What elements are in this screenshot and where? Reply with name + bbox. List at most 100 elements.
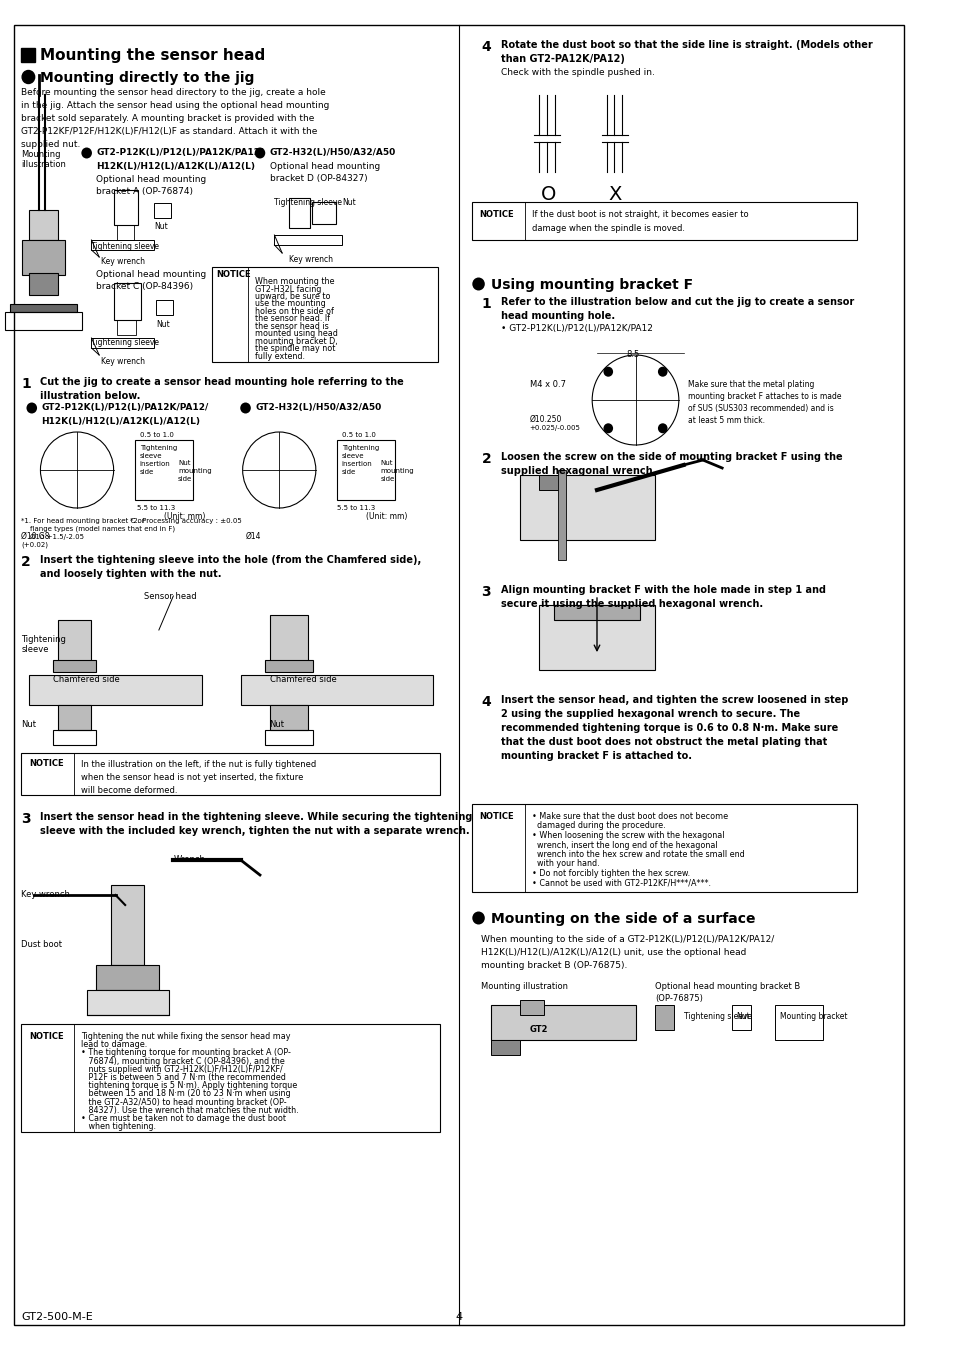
Text: • When loosening the screw with the hexagonal: • When loosening the screw with the hexa…	[531, 832, 723, 840]
Bar	[472, 202, 856, 240]
Text: Make sure that the metal plating: Make sure that the metal plating	[688, 379, 814, 389]
Bar	[270, 705, 308, 730]
Text: Using mounting bracket F: Using mounting bracket F	[491, 278, 693, 292]
Text: when the sensor head is not yet inserted, the fixture: when the sensor head is not yet inserted…	[81, 774, 303, 782]
Text: Tightening: Tightening	[341, 446, 378, 451]
Text: • Do not forcibly tighten the hex screw.: • Do not forcibly tighten the hex screw.	[531, 869, 689, 878]
Text: Tightening sleeve: Tightening sleeve	[91, 242, 159, 251]
Text: 2: 2	[21, 555, 30, 568]
Text: bracket D (OP-84327): bracket D (OP-84327)	[270, 174, 367, 184]
Text: side: side	[380, 477, 395, 482]
Circle shape	[27, 402, 37, 413]
Bar	[53, 730, 96, 745]
Text: supplied nut.: supplied nut.	[21, 140, 80, 148]
Text: Align mounting bracket F with the hole made in step 1 and: Align mounting bracket F with the hole m…	[500, 585, 825, 595]
Text: Nut: Nut	[21, 720, 36, 729]
Text: 0.5 to 1.0: 0.5 to 1.0	[139, 432, 173, 437]
Text: P12F is between 5 and 7 N·m (the recommended: P12F is between 5 and 7 N·m (the recomme…	[81, 1073, 286, 1081]
Text: (Unit: mm): (Unit: mm)	[164, 512, 205, 521]
Text: Loosen the screw on the side of mounting bracket F using the: Loosen the screw on the side of mounting…	[500, 452, 841, 462]
Bar	[775, 1004, 822, 1040]
Text: Nut: Nut	[270, 720, 284, 729]
Circle shape	[472, 911, 484, 925]
Bar	[289, 198, 310, 228]
Bar	[538, 605, 654, 670]
Text: Mounting the sensor head: Mounting the sensor head	[40, 49, 266, 63]
Bar	[538, 475, 562, 490]
Bar	[519, 475, 654, 540]
Text: mounting: mounting	[380, 468, 414, 474]
Bar	[274, 235, 341, 244]
Text: between 15 and 18 N·m (20 to 23 N·m when using: between 15 and 18 N·m (20 to 23 N·m when…	[81, 1089, 291, 1099]
Circle shape	[81, 147, 91, 158]
Bar	[212, 267, 437, 362]
Circle shape	[240, 402, 251, 413]
Bar	[58, 705, 91, 730]
Text: GT2: GT2	[529, 1025, 548, 1034]
Text: Key wrench: Key wrench	[101, 356, 145, 366]
Text: wrench into the hex screw and rotate the small end: wrench into the hex screw and rotate the…	[531, 850, 743, 859]
Text: mounting: mounting	[178, 468, 212, 474]
Text: insertion: insertion	[341, 460, 373, 467]
Text: Tightening: Tightening	[21, 634, 66, 644]
Text: Optional head mounting: Optional head mounting	[270, 162, 379, 171]
Text: sleeve: sleeve	[341, 454, 364, 459]
Text: Mounting
illustration: Mounting illustration	[21, 150, 66, 169]
Bar	[113, 284, 140, 320]
Text: side: side	[139, 468, 153, 475]
Text: 5.5 to 11.3: 5.5 to 11.3	[336, 505, 375, 512]
Text: Cut the jig to create a sensor head mounting hole referring to the: Cut the jig to create a sensor head moun…	[40, 377, 404, 387]
Text: Ø14: Ø14	[245, 532, 261, 541]
Text: Ø10 G8: Ø10 G8	[21, 532, 50, 541]
Text: use the mounting: use the mounting	[254, 300, 326, 309]
Text: nuts supplied with GT2-H12K(L)F/H12(L)F/P12KF/: nuts supplied with GT2-H12K(L)F/H12(L)F/…	[81, 1065, 282, 1073]
Bar	[21, 49, 34, 62]
Text: insertion: insertion	[139, 460, 171, 467]
Bar	[519, 1000, 543, 1015]
Bar	[96, 965, 159, 990]
Text: the sensor head is: the sensor head is	[254, 323, 329, 331]
Text: Ø10.250: Ø10.250	[529, 414, 561, 424]
Text: sleeve: sleeve	[21, 645, 49, 653]
Bar	[21, 753, 439, 795]
Text: Optional head mounting bracket B: Optional head mounting bracket B	[654, 981, 800, 991]
Bar	[87, 990, 169, 1015]
Text: sleeve with the included key wrench, tighten the nut with a separate wrench.: sleeve with the included key wrench, tig…	[40, 826, 470, 836]
Text: of SUS (SUS303 recommended) and is: of SUS (SUS303 recommended) and is	[688, 404, 833, 413]
Bar	[22, 240, 65, 275]
Text: 5.5 to 11.3: 5.5 to 11.3	[136, 505, 174, 512]
Text: 0.5 to 1.0: 0.5 to 1.0	[341, 432, 375, 437]
Text: Nut: Nut	[341, 198, 355, 207]
Text: illustration below.: illustration below.	[40, 392, 141, 401]
Text: when tightening.: when tightening.	[81, 1122, 155, 1131]
Text: Optional head mounting: Optional head mounting	[96, 176, 206, 184]
Text: bracket sold separately. A mounting bracket is provided with the: bracket sold separately. A mounting brac…	[21, 113, 314, 123]
Text: (+0.02): (+0.02)	[21, 541, 49, 548]
Text: NOTICE: NOTICE	[29, 759, 64, 768]
Text: 1: 1	[21, 377, 30, 392]
Text: the spindle may not: the spindle may not	[254, 344, 335, 354]
Text: M4 x 0.7: M4 x 0.7	[529, 379, 565, 389]
Text: in the jig. Attach the sensor head using the optional head mounting: in the jig. Attach the sensor head using…	[21, 101, 329, 109]
Circle shape	[658, 367, 667, 377]
Bar	[117, 225, 133, 240]
Text: Mounting bracket: Mounting bracket	[780, 1012, 846, 1021]
Circle shape	[472, 278, 484, 290]
Text: fully extend.: fully extend.	[254, 352, 305, 360]
Bar	[265, 730, 313, 745]
Bar	[10, 304, 77, 312]
Text: • Care must be taken not to damage the dust boot: • Care must be taken not to damage the d…	[81, 1114, 286, 1123]
Bar	[58, 620, 91, 666]
Text: damaged during the procedure.: damaged during the procedure.	[531, 822, 664, 830]
Text: GT2-500-M-E: GT2-500-M-E	[21, 1312, 92, 1322]
Text: side: side	[178, 477, 193, 482]
Text: 3: 3	[481, 585, 491, 599]
Text: flange types (model names that end in F): flange types (model names that end in F)	[21, 526, 175, 532]
Bar	[113, 190, 137, 225]
Text: 4: 4	[456, 1312, 462, 1322]
Text: NOTICE: NOTICE	[216, 270, 251, 279]
Bar	[21, 1025, 439, 1133]
Text: Chamfered side: Chamfered side	[53, 675, 119, 684]
Bar	[156, 300, 173, 315]
Text: Dust boot: Dust boot	[21, 940, 62, 949]
